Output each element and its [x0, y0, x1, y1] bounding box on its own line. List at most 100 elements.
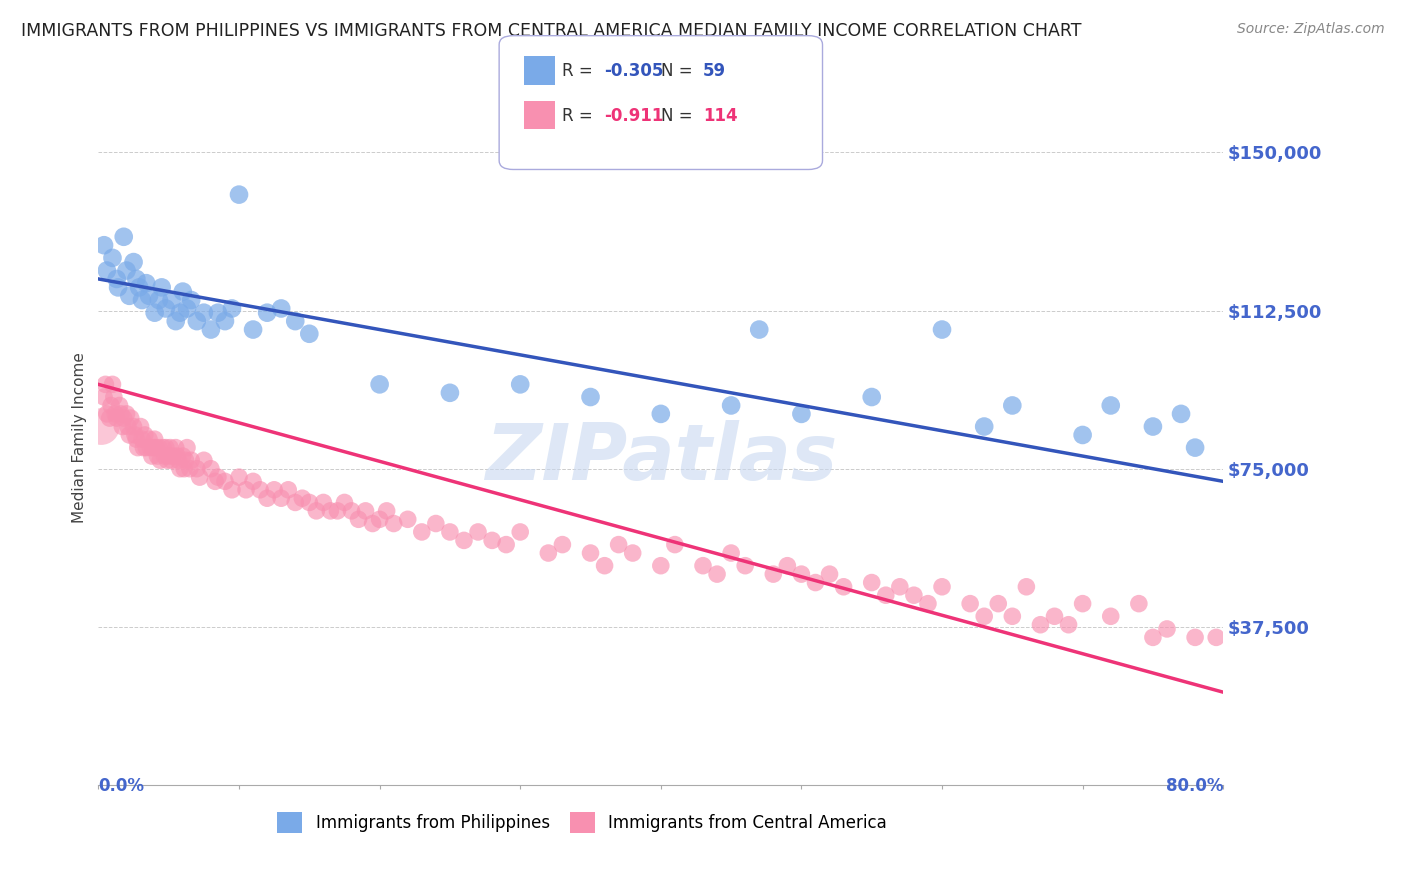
Point	[152, 441, 174, 455]
Point	[804, 575, 827, 590]
Point	[298, 326, 321, 341]
Point	[396, 512, 419, 526]
Point	[124, 428, 146, 442]
Point	[692, 558, 714, 573]
Point	[112, 229, 135, 244]
Point	[101, 251, 124, 265]
Point	[277, 483, 299, 497]
Point	[762, 567, 785, 582]
Point	[361, 516, 384, 531]
Point	[94, 377, 117, 392]
Point	[98, 411, 121, 425]
Point	[156, 453, 179, 467]
Point	[125, 272, 148, 286]
Point	[368, 512, 391, 526]
Point	[621, 546, 644, 560]
Text: N =: N =	[661, 62, 697, 80]
Point	[312, 495, 335, 509]
Point	[875, 588, 897, 602]
Text: -0.305: -0.305	[605, 62, 664, 80]
Point	[551, 538, 574, 552]
Point	[173, 461, 195, 475]
Point	[249, 483, 271, 497]
Point	[145, 441, 167, 455]
Point	[1099, 609, 1122, 624]
Point	[284, 495, 307, 509]
Point	[148, 293, 170, 307]
Point	[110, 407, 132, 421]
Point	[179, 461, 201, 475]
Point	[214, 475, 236, 489]
Text: 114: 114	[703, 107, 738, 125]
Point	[153, 449, 176, 463]
Point	[579, 390, 602, 404]
Point	[159, 441, 181, 455]
Point	[104, 407, 127, 421]
Point	[298, 495, 321, 509]
Point	[169, 461, 191, 475]
Point	[214, 314, 236, 328]
Point	[120, 411, 142, 425]
Point	[228, 470, 250, 484]
Point	[93, 238, 115, 252]
Point	[105, 411, 128, 425]
Point	[155, 301, 177, 316]
Point	[228, 187, 250, 202]
Point	[481, 533, 503, 548]
Point	[368, 377, 391, 392]
Point	[270, 491, 292, 506]
Point	[105, 272, 128, 286]
Point	[860, 390, 883, 404]
Point	[720, 546, 742, 560]
Point	[931, 322, 953, 336]
Point	[193, 453, 215, 467]
Point	[176, 441, 198, 455]
Point	[375, 504, 398, 518]
Point	[790, 567, 813, 582]
Point	[818, 567, 841, 582]
Point	[174, 453, 197, 467]
Point	[148, 441, 170, 455]
Point	[467, 524, 489, 539]
Point	[305, 504, 328, 518]
Point	[138, 432, 160, 446]
Point	[131, 293, 153, 307]
Point	[131, 432, 153, 446]
Point	[160, 453, 183, 467]
Point	[326, 504, 349, 518]
Point	[776, 558, 799, 573]
Point	[537, 546, 560, 560]
Text: N =: N =	[661, 107, 697, 125]
Point	[108, 399, 131, 413]
Point	[706, 567, 728, 582]
Point	[425, 516, 447, 531]
Point	[242, 322, 264, 336]
Point	[987, 597, 1010, 611]
Point	[664, 538, 686, 552]
Point	[165, 314, 187, 328]
Point	[453, 533, 475, 548]
Point	[207, 306, 229, 320]
Point	[111, 419, 134, 434]
Point	[382, 516, 405, 531]
Point	[165, 441, 187, 455]
Point	[242, 475, 264, 489]
Point	[256, 491, 278, 506]
Point	[650, 407, 672, 421]
Point	[100, 399, 122, 413]
Point	[172, 449, 194, 463]
Legend: Immigrants from Philippines, Immigrants from Central America: Immigrants from Philippines, Immigrants …	[270, 805, 894, 839]
Point	[169, 306, 191, 320]
Point	[256, 306, 278, 320]
Point	[1015, 580, 1038, 594]
Point	[193, 306, 215, 320]
Point	[162, 449, 184, 463]
Point	[1057, 617, 1080, 632]
Point	[115, 407, 138, 421]
Point	[1170, 407, 1192, 421]
Text: R =: R =	[562, 107, 599, 125]
Point	[579, 546, 602, 560]
Point	[439, 385, 461, 400]
Point	[96, 263, 118, 277]
Point	[832, 580, 855, 594]
